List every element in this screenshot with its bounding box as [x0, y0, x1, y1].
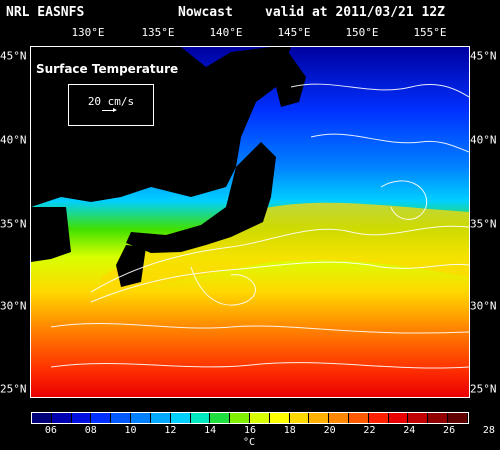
lat-label: 30°N: [0, 299, 27, 313]
colorbar-swatch: [230, 413, 250, 423]
colorbar-labels: 06 08 10 12 14 16 18 20 22 24 26 28: [31, 425, 495, 439]
lat-label: 40°N: [470, 133, 497, 147]
lon-label: 150°E: [345, 26, 379, 39]
colorbar-swatch: [309, 413, 330, 423]
colorbar-tick-label: 24: [403, 425, 416, 436]
colorbar-swatch: [289, 413, 310, 423]
colorbar-swatch: [210, 413, 231, 423]
product-title: Nowcast: [178, 5, 233, 20]
source-title: NRL EASNFS: [6, 5, 85, 20]
colorbar-tick-label: 08: [84, 425, 97, 436]
lon-label: 130°E: [71, 26, 105, 39]
colorbar-swatch: [190, 413, 211, 423]
map-panel: [30, 46, 470, 398]
colorbar-swatch: [150, 413, 171, 423]
colorbar-swatch: [329, 413, 349, 423]
latitude-labels-right: 45°N 40°N 35°N 30°N 25°N: [470, 0, 500, 450]
colorbar-unit: °C: [243, 437, 256, 448]
colorbar-tick-label: 18: [283, 425, 296, 436]
vector-scale-box: 20 cm/s: [68, 84, 154, 126]
colorbar-swatch: [428, 413, 449, 423]
lon-label: 145°E: [277, 26, 311, 39]
colorbar-tick-label: 10: [124, 425, 137, 436]
lat-label: 45°N: [470, 49, 497, 63]
colorbar-swatch: [269, 413, 290, 423]
colorbar-tick-label: 12: [164, 425, 177, 436]
colorbar-swatch: [111, 413, 132, 423]
lat-label: 45°N: [0, 49, 27, 63]
colorbar-swatch: [349, 413, 369, 423]
colorbar-swatch: [408, 413, 429, 423]
colorbar-tick-label: 28: [482, 425, 495, 436]
lat-label: 40°N: [0, 133, 27, 147]
colorbar-swatch: [368, 413, 389, 423]
valid-time: valid at 2011/03/21 12Z: [265, 5, 446, 20]
colorbar-tick-label: 14: [204, 425, 217, 436]
scale-arrow-icon: [102, 108, 117, 112]
longitude-labels: 130°E 135°E 140°E 145°E 150°E 155°E: [0, 26, 500, 40]
lon-label: 135°E: [141, 26, 175, 39]
header: NRL EASNFS Nowcast valid at 2011/03/21 1…: [0, 0, 500, 22]
latitude-labels-left: 45°N 40°N 35°N 30°N 25°N: [0, 0, 40, 450]
colorbar-swatch: [170, 413, 191, 423]
colorbar-swatch: [32, 413, 52, 423]
temperature-field: [31, 47, 469, 397]
lat-label: 25°N: [470, 382, 497, 396]
colorbar-tick-label: 20: [323, 425, 336, 436]
colorbar-tick-label: 06: [44, 425, 57, 436]
colorbar-tick-label: 22: [363, 425, 376, 436]
colorbar-tick-label: 16: [243, 425, 257, 436]
lat-label: 30°N: [470, 299, 497, 313]
colorbar-swatch: [448, 413, 468, 423]
current-vectors: [50, 83, 469, 369]
map-title: Surface Temperature: [33, 60, 182, 78]
lat-label: 35°N: [470, 217, 497, 231]
scale-label: 20 cm/s: [87, 95, 135, 108]
colorbar-swatch: [71, 413, 92, 423]
colorbar-tick-label: 26: [443, 425, 456, 436]
lon-label: 140°E: [209, 26, 243, 39]
lon-label: 155°E: [413, 26, 447, 39]
colorbar-swatch: [131, 413, 151, 423]
colorbar-swatch: [388, 413, 409, 423]
lat-label: 35°N: [0, 217, 27, 231]
colorbar-swatch: [91, 413, 112, 423]
colorbar-swatch: [51, 413, 72, 423]
colorbar: [31, 412, 469, 424]
lat-label: 25°N: [0, 382, 27, 396]
colorbar-swatch: [249, 413, 270, 423]
